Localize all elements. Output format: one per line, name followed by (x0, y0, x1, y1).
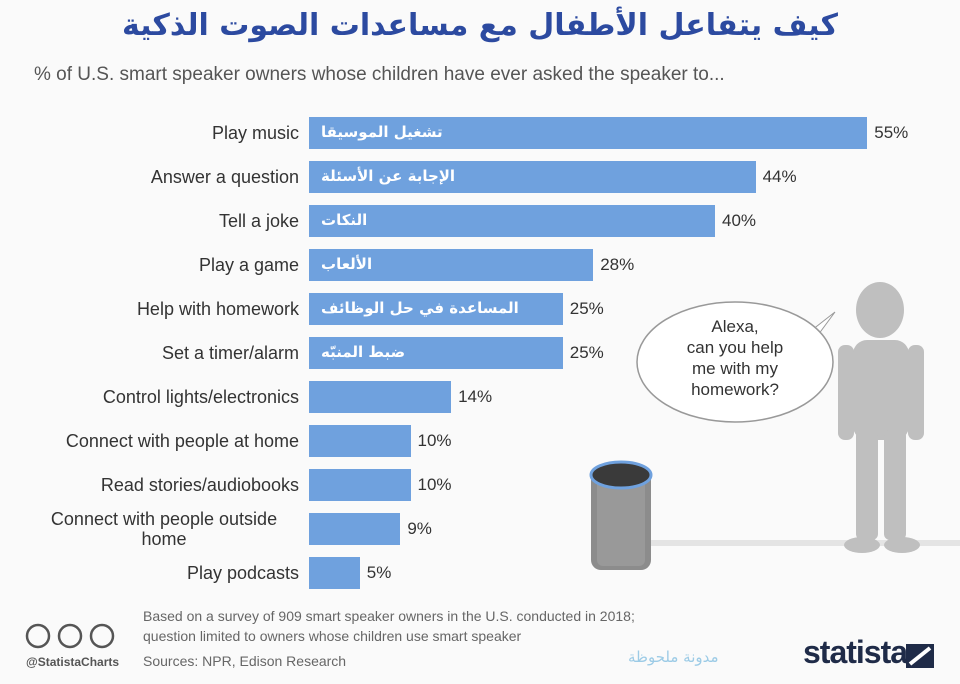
category-label: Play a game (29, 243, 299, 287)
smart-speaker (589, 460, 653, 570)
value-label: 28% (600, 255, 635, 274)
inner-label: الألعاب (321, 255, 373, 273)
inner-label: النكات (321, 211, 368, 229)
note: Based on a survey of 909 smart speaker o… (143, 608, 635, 624)
bar (309, 249, 594, 281)
bubble-line: homework? (691, 380, 779, 399)
handle: @StatistaCharts (26, 655, 120, 669)
category-text: Control lights/electronics (102, 387, 299, 407)
value-label: 5% (366, 563, 392, 582)
category-text: Answer a question (150, 167, 299, 187)
value-label: 55% (874, 123, 909, 142)
category-label: Answer a question (29, 155, 299, 199)
category-text: Connect with people at home (65, 431, 299, 451)
bar (309, 469, 411, 501)
sources: Sources: NPR, Edison Research (143, 653, 347, 669)
category-text: Play podcasts (186, 563, 299, 583)
category-label: Read stories/audiobooks (29, 463, 299, 507)
category-label: Connect with people at home (29, 419, 299, 463)
bubble-line: Alexa, (711, 317, 759, 336)
value-label: 25% (569, 299, 604, 318)
value-label: 9% (407, 519, 432, 538)
category-label: Connect with people outside home (29, 507, 299, 551)
bubble-line: can you help (686, 338, 784, 357)
bar (309, 117, 868, 149)
speech-bubble-text: Alexa, can you help me with my homework? (640, 300, 830, 420)
value-label: 14% (458, 387, 493, 406)
license-icons (25, 623, 115, 649)
inner-label: تشغيل الموسيقا (321, 123, 443, 141)
bubble-line: me with my (692, 359, 778, 378)
speech-bubble (636, 301, 836, 423)
bar (309, 337, 563, 369)
category-label: Control lights/electronics (29, 375, 299, 419)
bar (309, 381, 452, 413)
shelf (600, 540, 960, 546)
chart-title: كيف يتفاعل الأطفال مع مساعدات الصوت الذك… (121, 8, 838, 43)
category-text: Help with homework (136, 299, 299, 319)
bar (309, 205, 715, 237)
bar (309, 293, 563, 325)
category-text: Set a timer/alarm (161, 343, 299, 363)
category-label: Play music (29, 111, 299, 155)
category-label: Help with homework (29, 287, 299, 331)
value-label: 10% (417, 431, 452, 450)
inner-label: المساعدة في حل الوظائف (321, 299, 519, 317)
inner-label: الإجابة عن الأسئلة (321, 167, 456, 185)
category-text: Tell a joke (218, 211, 299, 231)
brand: statista (803, 634, 908, 670)
category-text: Play music (211, 123, 299, 143)
bar (309, 161, 756, 193)
statista-logo-mark (906, 644, 934, 668)
value-label: 10% (417, 475, 452, 494)
category-label: Set a timer/alarm (29, 331, 299, 375)
bar (309, 513, 401, 545)
category-label: Play podcasts (29, 551, 299, 595)
category-text: Play a game (198, 255, 299, 275)
bar (309, 557, 360, 589)
category-text: Connect with people outside home (50, 509, 278, 549)
value-label: 40% (722, 211, 757, 230)
chart-subtitle: % of U.S. smart speaker owners whose chi… (34, 64, 725, 85)
bar (309, 425, 411, 457)
category-text: Read stories/audiobooks (100, 475, 299, 495)
inner-label: ضبط المنبّه (321, 343, 406, 361)
child-silhouette (838, 282, 924, 553)
watermark: مدونة ملحوظة (628, 648, 719, 666)
category-label: Tell a joke (29, 199, 299, 243)
value-label: 25% (569, 343, 604, 362)
note: question limited to owners whose childre… (143, 628, 522, 644)
value-label: 44% (762, 167, 797, 186)
